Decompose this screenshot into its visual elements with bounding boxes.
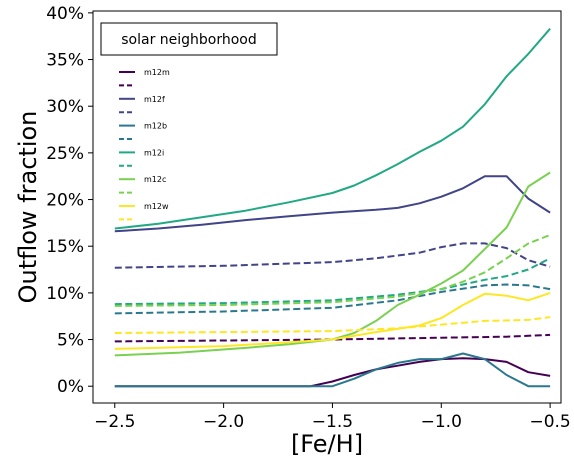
- legend-label-m12b: m12b: [144, 122, 167, 131]
- series-line-m12m-dashed: [114, 333, 551, 343]
- y-tick-label: 35%: [46, 51, 84, 71]
- series-line-m12w: [114, 291, 551, 350]
- legend-label-m12m: m12m: [144, 68, 170, 77]
- x-tick-label: −1.0: [421, 412, 462, 432]
- annotation-frame: [100, 22, 278, 56]
- series-line-m12b: [114, 352, 551, 388]
- series-lines: [114, 28, 551, 388]
- series-line-m12c-dashed: [114, 234, 551, 307]
- y-tick-label: 30%: [46, 97, 84, 117]
- y-tick-label: 0%: [57, 377, 84, 397]
- y-tick-label: 20%: [46, 191, 84, 211]
- series-line-m12i: [114, 28, 551, 230]
- series-line-m12c: [114, 171, 551, 357]
- x-tick-label: −1.5: [312, 412, 353, 432]
- axes-frame: [92, 10, 562, 404]
- legend-label-m12c: m12c: [144, 175, 166, 184]
- annotation-box: solar neighborhood: [100, 22, 278, 56]
- legend: m12m m12f m12b m12i m12c m12w: [119, 68, 170, 221]
- x-axis-label: [Fe/H]: [291, 430, 363, 458]
- x-tick-label: −2.0: [203, 412, 244, 432]
- series-line-m12f-dashed: [114, 242, 551, 269]
- legend-label-m12w: m12w: [144, 202, 169, 211]
- series-line-m12f: [114, 175, 551, 233]
- series-line-m12i-dashed: [114, 257, 551, 306]
- series-line-m12m: [114, 357, 551, 388]
- y-axis-label: Outflow fraction: [14, 111, 42, 304]
- y-tick-label: 40%: [46, 4, 84, 24]
- x-tick-label: −2.5: [94, 412, 135, 432]
- series-line-m12w-dashed: [114, 316, 551, 334]
- x-axis-ticks: −2.5 −2.0 −1.5 −1.0 −0.5: [94, 403, 571, 432]
- y-tick-label: 15%: [46, 237, 84, 257]
- series-line-m12b-dashed: [114, 283, 551, 315]
- legend-label-m12i: m12i: [144, 148, 164, 157]
- y-axis-ticks: 0% 5% 10% 15% 20% 25% 30% 35% 40%: [46, 4, 93, 397]
- y-tick-label: 10%: [46, 284, 84, 304]
- x-tick-label: −0.5: [529, 412, 570, 432]
- y-tick-label: 5%: [57, 331, 84, 351]
- annotation-text: solar neighborhood: [121, 32, 257, 48]
- y-tick-label: 25%: [46, 144, 84, 164]
- legend-label-m12f: m12f: [144, 95, 165, 104]
